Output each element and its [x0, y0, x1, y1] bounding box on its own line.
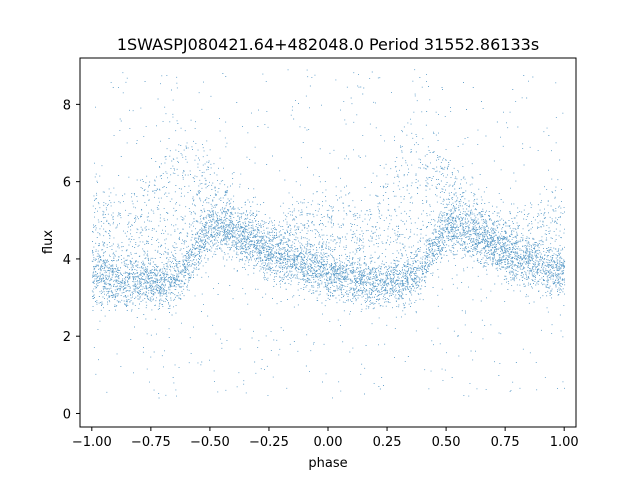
x-axis-ticks: −1.00 −0.75 −0.50 −0.25 0.00 0.25 0.50 0.75 1.00 — [72, 427, 579, 450]
chart-title: 1SWASPJ080421.64+482048.0 Period 31552.8… — [117, 35, 539, 54]
y-tick-label: 8 — [63, 98, 71, 113]
x-axis-label: phase — [308, 456, 347, 471]
y-tick-label: 2 — [63, 330, 71, 345]
y-axis-ticks: 0 2 4 6 8 — [63, 98, 80, 422]
x-tick-label: −0.75 — [131, 435, 171, 450]
y-tick-label: 0 — [63, 407, 71, 422]
y-tick-label: 6 — [63, 176, 71, 191]
x-tick-label: −1.00 — [72, 435, 112, 450]
x-tick-label: 0.50 — [432, 435, 461, 450]
y-axis-label: flux — [41, 230, 56, 254]
data-points — [91, 69, 566, 399]
x-tick-label: 0.75 — [491, 435, 520, 450]
x-tick-label: 1.00 — [550, 435, 579, 450]
scatter-points — [91, 69, 566, 399]
x-tick-label: 0.25 — [373, 435, 402, 450]
y-tick-label: 4 — [63, 253, 71, 268]
x-tick-label: −0.25 — [249, 435, 289, 450]
x-tick-label: −0.50 — [190, 435, 230, 450]
x-tick-label: 0.00 — [314, 435, 343, 450]
